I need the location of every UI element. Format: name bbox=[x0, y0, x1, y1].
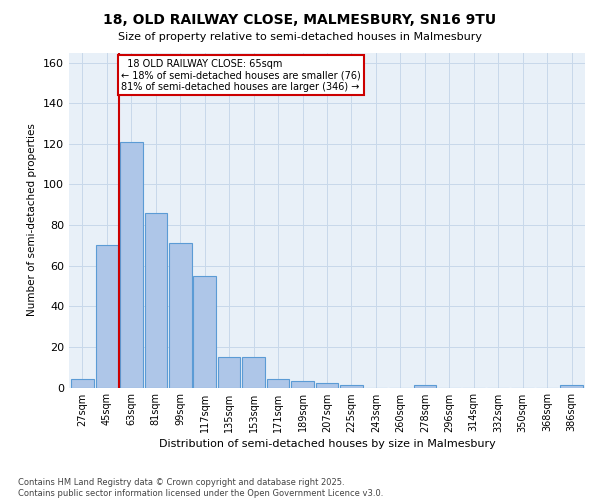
Y-axis label: Number of semi-detached properties: Number of semi-detached properties bbox=[28, 124, 37, 316]
Text: Contains HM Land Registry data © Crown copyright and database right 2025.
Contai: Contains HM Land Registry data © Crown c… bbox=[18, 478, 383, 498]
Bar bbox=[413, 386, 436, 388]
Text: Size of property relative to semi-detached houses in Malmesbury: Size of property relative to semi-detach… bbox=[118, 32, 482, 42]
Bar bbox=[169, 244, 191, 388]
X-axis label: Distribution of semi-detached houses by size in Malmesbury: Distribution of semi-detached houses by … bbox=[158, 439, 496, 449]
Bar bbox=[560, 386, 583, 388]
Bar bbox=[218, 357, 241, 388]
Bar bbox=[71, 380, 94, 388]
Text: 18, OLD RAILWAY CLOSE, MALMESBURY, SN16 9TU: 18, OLD RAILWAY CLOSE, MALMESBURY, SN16 … bbox=[103, 12, 497, 26]
Bar bbox=[267, 380, 289, 388]
Bar bbox=[340, 386, 363, 388]
Bar bbox=[291, 382, 314, 388]
Bar bbox=[316, 384, 338, 388]
Text: 18 OLD RAILWAY CLOSE: 65sqm
← 18% of semi-detached houses are smaller (76)
81% o: 18 OLD RAILWAY CLOSE: 65sqm ← 18% of sem… bbox=[121, 58, 361, 92]
Bar bbox=[145, 213, 167, 388]
Bar bbox=[242, 357, 265, 388]
Bar bbox=[193, 276, 216, 388]
Bar bbox=[95, 246, 118, 388]
Bar bbox=[120, 142, 143, 388]
